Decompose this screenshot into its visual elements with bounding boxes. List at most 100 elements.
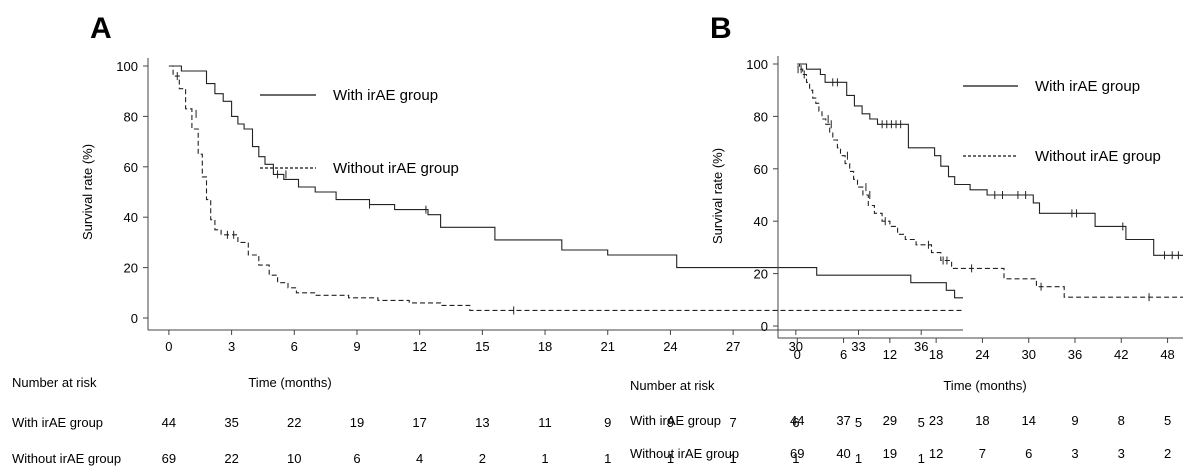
series-line-with-irae [168, 65, 963, 299]
risk-row-label: Without irAE group [12, 451, 121, 466]
panel-letter: A [90, 12, 112, 45]
y-tick-label: 80 [754, 109, 768, 124]
y-tick-label: 100 [746, 57, 768, 72]
x-axis-title: Time (months) [943, 378, 1026, 393]
x-tick-label: 42 [1114, 347, 1128, 362]
risk-count: 17 [412, 415, 426, 430]
risk-row-label: Without irAE group [630, 446, 739, 461]
risk-count: 9 [1071, 413, 1078, 428]
x-tick-label: 36 [1068, 347, 1082, 362]
risk-count: 10 [287, 451, 301, 466]
risk-count: 1 [918, 451, 925, 466]
risk-count: 8 [1118, 413, 1125, 428]
risk-count: 1 [730, 451, 737, 466]
x-axis-title: Time (months) [248, 375, 331, 390]
x-tick-label: 18 [538, 339, 552, 354]
risk-count: 7 [979, 446, 986, 461]
risk-count: 22 [287, 415, 301, 430]
risk-row-label: With irAE group [12, 415, 103, 430]
risk-count: 2 [479, 451, 486, 466]
y-axis-title: Survival rate (%) [710, 148, 725, 244]
risk-count: 1 [604, 451, 611, 466]
risk-count: 29 [883, 413, 897, 428]
x-tick-label: 15 [475, 339, 489, 354]
y-tick-label: 20 [124, 261, 138, 276]
risk-count: 5 [855, 415, 862, 430]
x-tick-label: 18 [929, 347, 943, 362]
risk-count: 37 [836, 413, 850, 428]
x-tick-label: 3 [228, 339, 235, 354]
risk-count: 40 [836, 446, 850, 461]
x-tick-label: 9 [353, 339, 360, 354]
risk-count: 13 [475, 415, 489, 430]
x-tick-label: 33 [851, 339, 865, 354]
risk-count: 1 [792, 451, 799, 466]
risk-count: 6 [1025, 446, 1032, 461]
x-tick-label: 24 [975, 347, 989, 362]
risk-count: 7 [730, 415, 737, 430]
risk-count: 3 [1118, 446, 1125, 461]
series-line-without-irae [168, 65, 963, 311]
y-tick-label: 20 [754, 267, 768, 282]
risk-table-header: Number at risk [12, 375, 97, 390]
series-line-with-irae [797, 63, 1183, 256]
risk-count: 1 [541, 451, 548, 466]
risk-count: 3 [1071, 446, 1078, 461]
y-tick-label: 0 [761, 319, 768, 334]
risk-count: 5 [1164, 413, 1171, 428]
x-tick-label: 48 [1160, 347, 1174, 362]
legend-label: Without irAE group [1035, 148, 1161, 165]
y-tick-label: 100 [116, 59, 138, 74]
risk-count: 6 [792, 415, 799, 430]
risk-table-header: Number at risk [630, 378, 715, 393]
y-tick-label: 40 [754, 214, 768, 229]
risk-count: 11 [538, 415, 552, 430]
y-tick-label: 0 [131, 311, 138, 326]
x-tick-label: 24 [663, 339, 677, 354]
risk-count: 19 [883, 446, 897, 461]
legend-label: With irAE group [1035, 78, 1140, 95]
y-tick-label: 80 [124, 109, 138, 124]
y-axis-title: Survival rate (%) [80, 144, 95, 240]
risk-count: 1 [855, 451, 862, 466]
x-tick-label: 27 [726, 339, 740, 354]
risk-count: 4 [416, 451, 423, 466]
risk-count: 35 [224, 415, 238, 430]
risk-count: 23 [929, 413, 943, 428]
x-tick-label: 6 [291, 339, 298, 354]
risk-count: 6 [353, 451, 360, 466]
y-tick-label: 40 [124, 210, 138, 225]
x-tick-label: 6 [840, 347, 847, 362]
x-tick-label: 0 [165, 339, 172, 354]
risk-count: 18 [975, 413, 989, 428]
risk-row-label: With irAE group [630, 413, 721, 428]
x-tick-label: 21 [601, 339, 615, 354]
risk-count: 5 [918, 415, 925, 430]
risk-count: 44 [790, 413, 804, 428]
legend-label: With irAE group [333, 87, 438, 104]
risk-count: 69 [162, 451, 176, 466]
panel-letter: B [710, 12, 732, 45]
x-tick-label: 0 [794, 347, 801, 362]
x-tick-label: 36 [914, 339, 928, 354]
x-tick-label: 12 [412, 339, 426, 354]
x-tick-label: 30 [789, 339, 803, 354]
y-tick-label: 60 [124, 160, 138, 175]
risk-count: 14 [1021, 413, 1035, 428]
risk-count: 9 [667, 415, 674, 430]
x-tick-label: 30 [1021, 347, 1035, 362]
risk-count: 22 [224, 451, 238, 466]
risk-count: 44 [162, 415, 176, 430]
risk-count: 69 [790, 446, 804, 461]
risk-count: 9 [604, 415, 611, 430]
risk-count: 1 [667, 451, 674, 466]
risk-count: 19 [350, 415, 364, 430]
risk-count: 2 [1164, 446, 1171, 461]
x-tick-label: 12 [883, 347, 897, 362]
series-line-without-irae [797, 63, 1183, 298]
y-tick-label: 60 [754, 162, 768, 177]
